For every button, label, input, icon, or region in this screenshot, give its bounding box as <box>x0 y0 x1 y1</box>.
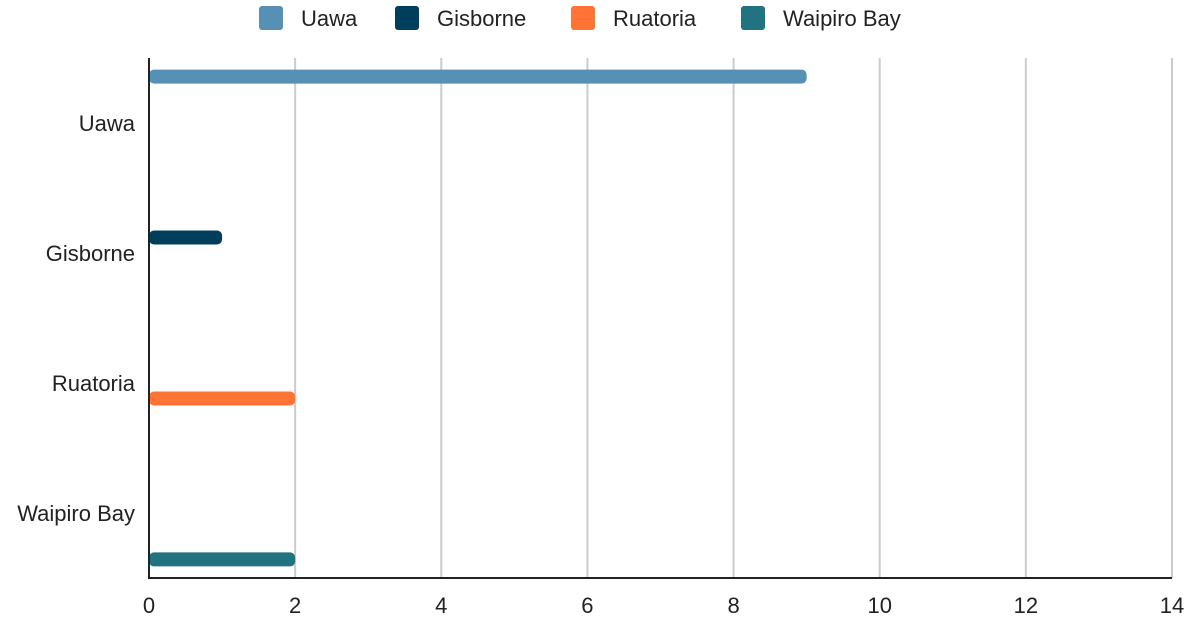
legend-label: Waipiro Bay <box>783 6 901 31</box>
legend-swatch <box>395 6 419 30</box>
category-labels: Uawa Gisborne Ruatoria Waipiro Bay <box>17 111 136 526</box>
bar-waipiro-bay <box>149 552 296 567</box>
axes <box>148 58 1172 579</box>
legend-swatch <box>259 6 283 30</box>
legend-item-uawa[interactable]: Uawa <box>259 6 358 31</box>
bar-gisborne <box>149 230 223 245</box>
category-label: Ruatoria <box>52 371 136 396</box>
bars <box>149 69 807 567</box>
category-label: Gisborne <box>46 241 135 266</box>
legend-item-waipiro-bay[interactable]: Waipiro Bay <box>741 6 901 31</box>
category-label: Waipiro Bay <box>17 501 135 526</box>
gridlines <box>294 58 1173 578</box>
bar-uawa <box>149 69 807 84</box>
x-tick-label: 8 <box>727 593 739 617</box>
bar-ruatoria <box>149 391 296 406</box>
x-tick-label: 14 <box>1160 593 1184 617</box>
chart-legend: Uawa Gisborne Ruatoria Waipiro Bay <box>259 6 901 31</box>
x-tick-label: 6 <box>581 593 593 617</box>
category-label: Uawa <box>79 111 136 136</box>
legend-swatch <box>741 6 765 30</box>
legend-label: Uawa <box>301 6 358 31</box>
legend-item-gisborne[interactable]: Gisborne <box>395 6 526 31</box>
x-tick-label: 0 <box>143 593 155 617</box>
legend-label: Ruatoria <box>613 6 697 31</box>
x-tick-label: 10 <box>867 593 891 617</box>
legend-item-ruatoria[interactable]: Ruatoria <box>571 6 697 31</box>
x-tick-labels: 0 2 4 6 8 10 12 14 <box>143 593 1184 617</box>
x-tick-label: 4 <box>435 593 447 617</box>
x-tick-label: 2 <box>289 593 301 617</box>
x-tick-label: 12 <box>1014 593 1038 617</box>
legend-swatch <box>571 6 595 30</box>
legend-label: Gisborne <box>437 6 526 31</box>
